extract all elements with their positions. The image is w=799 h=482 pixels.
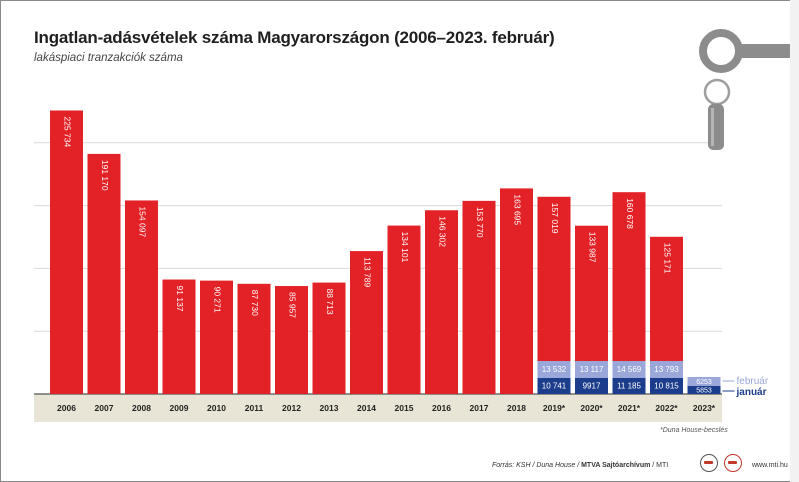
- bar-annual-label: 87 730: [250, 290, 260, 316]
- bar-february: [612, 361, 646, 378]
- bar-january: [537, 378, 571, 394]
- x-tick-label: 2019*: [543, 403, 566, 413]
- bar-february-label: 6253: [696, 379, 712, 386]
- mti-logo: [724, 454, 742, 472]
- legend-february: február: [737, 376, 769, 387]
- bar-february-label: 13 117: [580, 365, 604, 374]
- bar-annual-label: 160 678: [625, 198, 635, 229]
- x-tick-label: 2012: [282, 403, 301, 413]
- bar-january: [612, 378, 646, 394]
- bar-annual-label: 113 789: [362, 257, 372, 287]
- bar-annual: [162, 279, 196, 394]
- source-archive: MTVA Sajtóarchívum: [581, 462, 651, 469]
- bar-january: [650, 378, 683, 394]
- x-tick-label: 2010: [207, 403, 226, 413]
- bar-january-label: 11 185: [617, 382, 641, 391]
- bar-february: [537, 361, 571, 378]
- x-tick-label: 2006: [57, 403, 76, 413]
- bar-january-label: 10 815: [654, 382, 679, 391]
- key-icon: [699, 0, 799, 482]
- x-tick-label: 2008: [132, 403, 151, 413]
- x-tick-label: 2021*: [618, 403, 641, 413]
- bar-january: [687, 386, 721, 394]
- bar-annual: [87, 153, 121, 394]
- x-tick-label: 2014: [357, 403, 376, 413]
- bar-annual: [387, 225, 421, 394]
- x-tick-label: 2016: [432, 403, 451, 413]
- bar-annual: [350, 251, 383, 394]
- bar-annual: [462, 200, 496, 394]
- source-suffix: / MTI: [650, 462, 669, 469]
- x-tick-label: 2022*: [655, 403, 678, 413]
- bar-annual-label: 157 019: [550, 203, 560, 234]
- x-tick-label: 2023*: [693, 403, 716, 413]
- bar-annual: [425, 210, 458, 394]
- bar-annual-label: 153 770: [475, 207, 485, 238]
- bar-annual: [50, 110, 83, 395]
- bar-annual-label: 91 137: [175, 286, 185, 312]
- bar-annual-label: 163 695: [512, 194, 522, 225]
- bar-annual: [200, 280, 233, 394]
- x-tick-label: 2009: [170, 403, 189, 413]
- footnote: *Duna House-becslés: [660, 427, 728, 434]
- x-tick-label: 2018: [507, 403, 526, 413]
- bar-annual-label: 134 101: [400, 232, 410, 263]
- legend-january: január: [736, 387, 767, 398]
- x-tick-label: 2007: [95, 403, 114, 413]
- x-tick-label: 2020*: [580, 403, 603, 413]
- x-tick-label: 2017: [470, 403, 489, 413]
- bar-february-label: 13 793: [654, 365, 679, 374]
- source-prefix: Forrás: KSH / Duna House /: [492, 462, 582, 469]
- bar-february: [650, 361, 683, 378]
- bar-annual-label: 146 302: [437, 216, 447, 247]
- bar-annual: [275, 286, 308, 394]
- bar-annual-label: 133 987: [587, 232, 597, 263]
- bar-annual: [125, 200, 158, 394]
- bar-annual: [312, 282, 346, 394]
- x-axis-band: [34, 394, 722, 422]
- bar-january: [575, 378, 608, 394]
- bar-february: [575, 361, 608, 378]
- bar-january-label: 5853: [696, 387, 712, 394]
- source-credit: Forrás: KSH / Duna House / MTVA Sajtóarc…: [492, 462, 668, 469]
- site-url: www.mti.hu: [752, 462, 788, 469]
- bar-annual-label: 125 171: [662, 243, 672, 274]
- mtva-logo: [700, 454, 718, 472]
- bar-annual-label: 225 734: [62, 116, 72, 147]
- x-tick-label: 2011: [245, 403, 264, 413]
- bar-annual: [237, 283, 271, 394]
- bar-annual-label: 88 713: [325, 289, 335, 315]
- bar-annual: [612, 192, 646, 394]
- bar-annual: [500, 188, 533, 394]
- bar-annual-label: 191 170: [100, 160, 110, 191]
- bar-january-label: 9917: [583, 382, 601, 391]
- chart-title: Ingatlan-adásvételek száma Magyarországo…: [34, 28, 555, 47]
- bar-february-label: 14 569: [617, 365, 642, 374]
- bar-annual-label: 154 097: [137, 206, 147, 237]
- chart-subtitle: lakáspiaci tranzakciók száma: [34, 52, 183, 64]
- bar-february-label: 13 532: [542, 365, 567, 374]
- bar-january-label: 10 741: [542, 382, 567, 391]
- x-tick-label: 2015: [395, 403, 414, 413]
- x-tick-label: 2013: [320, 403, 339, 413]
- bar-february: [687, 377, 721, 386]
- bar-annual-label: 85 957: [287, 292, 297, 318]
- bar-annual-label: 90 271: [212, 287, 222, 313]
